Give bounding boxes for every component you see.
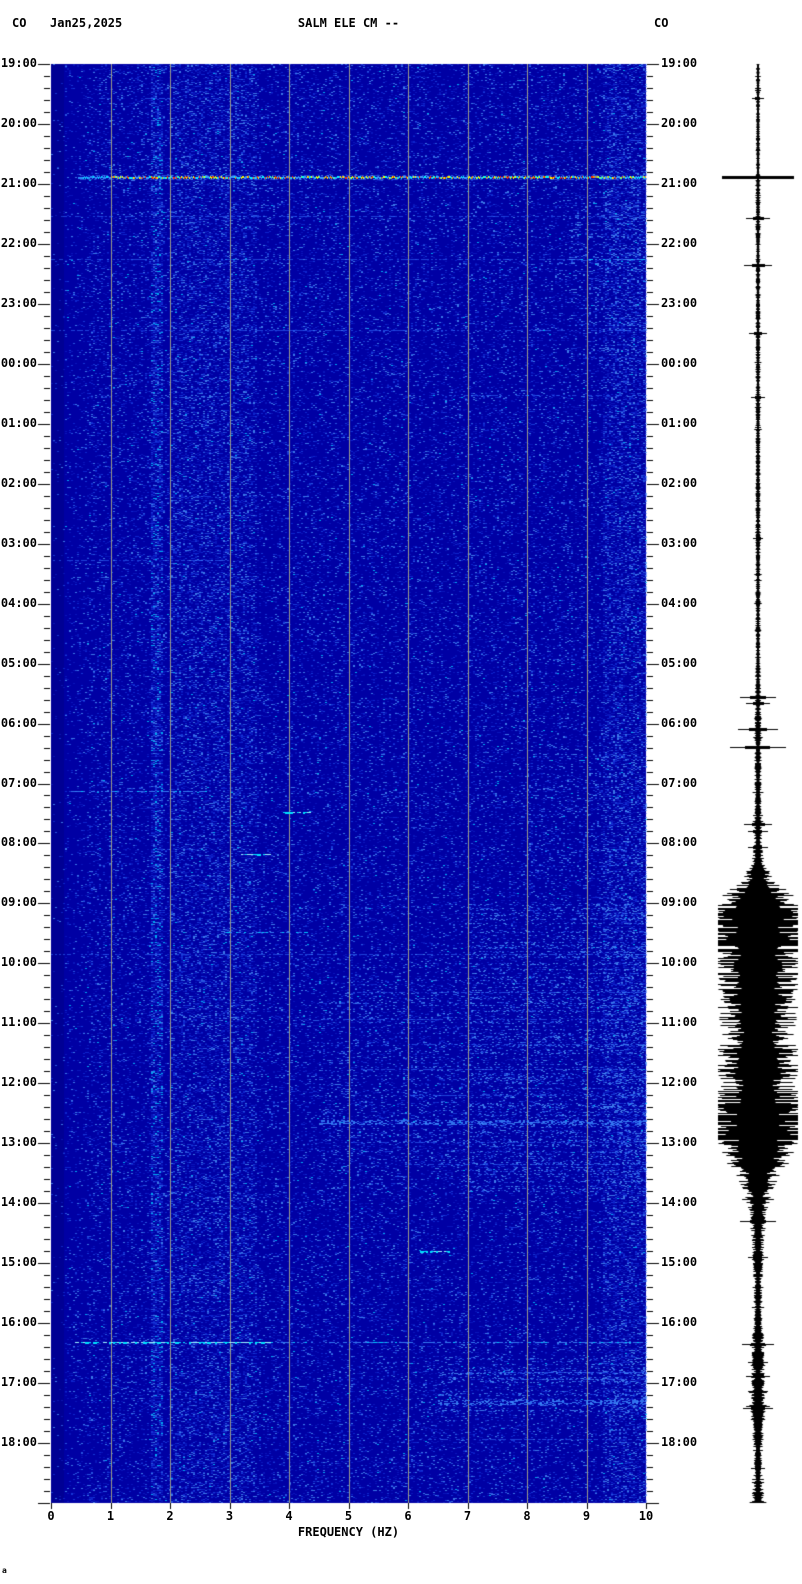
time-label-left: 04:00	[0, 595, 37, 610]
network-code-left: CO	[12, 16, 27, 30]
time-label-left: 06:00	[0, 715, 37, 730]
time-label-right: 05:00	[661, 655, 698, 670]
time-label-left: 10:00	[0, 955, 37, 970]
time-label-left: 22:00	[0, 235, 37, 250]
time-label-right: 00:00	[661, 355, 698, 370]
time-label-right: 03:00	[661, 535, 698, 550]
time-label-left: 17:00	[0, 1375, 37, 1390]
date-label: Jan25,2025	[50, 16, 123, 30]
freq-tick-label: 1	[106, 1509, 115, 1523]
time-label-left: 02:00	[0, 475, 37, 490]
time-label-right: 16:00	[661, 1315, 698, 1330]
freq-tick-label: 10	[638, 1509, 654, 1523]
time-label-right: 19:00	[661, 56, 698, 70]
time-label-right: 01:00	[661, 415, 698, 430]
x-axis-title: FREQUENCY (HZ)	[297, 1525, 400, 1539]
time-label-left: 08:00	[0, 835, 37, 850]
time-label-left: 16:00	[0, 1315, 37, 1330]
time-label-right: 07:00	[661, 775, 698, 790]
time-label-left: 23:00	[0, 295, 37, 310]
corner-artifact-glyph: a	[2, 1566, 7, 1575]
time-label-right: 10:00	[661, 955, 698, 970]
time-label-right: 21:00	[661, 175, 698, 190]
time-label-left: 13:00	[0, 1135, 37, 1150]
time-label-right: 17:00	[661, 1375, 698, 1390]
time-label-left: 01:00	[0, 415, 37, 430]
time-label-right: 09:00	[661, 895, 698, 910]
time-label-right: 08:00	[661, 835, 698, 850]
time-label-left: 09:00	[0, 895, 37, 910]
time-label-left: 00:00	[0, 355, 37, 370]
time-label-right: 23:00	[661, 295, 698, 310]
time-label-right: 12:00	[661, 1075, 698, 1090]
time-label-left: 03:00	[0, 535, 37, 550]
time-label-left: 20:00	[0, 115, 37, 130]
time-label-left: 14:00	[0, 1195, 37, 1210]
freq-tick-label: 9	[582, 1509, 591, 1523]
time-label-left: 21:00	[0, 175, 37, 190]
station-title: SALM ELE CM --	[297, 16, 400, 30]
time-label-right: 06:00	[661, 715, 698, 730]
time-label-left: 05:00	[0, 655, 37, 670]
time-label-left: 07:00	[0, 775, 37, 790]
time-label-left: 11:00	[0, 1015, 37, 1030]
time-label-right: 04:00	[661, 595, 698, 610]
freq-tick-label: 5	[344, 1509, 353, 1523]
network-code-right: CO	[654, 16, 669, 30]
time-label-right: 13:00	[661, 1135, 698, 1150]
time-label-right: 22:00	[661, 235, 698, 250]
freq-tick-label: 3	[225, 1509, 234, 1523]
time-label-left: 12:00	[0, 1075, 37, 1090]
freq-tick-label: 0	[47, 1509, 55, 1523]
time-label-right: 18:00	[661, 1435, 698, 1450]
time-label-left: 19:00	[0, 56, 37, 70]
time-label-left: 18:00	[0, 1435, 37, 1450]
freq-tick-label: 6	[404, 1509, 412, 1523]
freq-tick-label: 2	[166, 1509, 174, 1523]
freq-tick-label: 7	[463, 1509, 472, 1523]
time-label-right: 11:00	[661, 1015, 698, 1030]
freq-tick-label: 8	[523, 1509, 531, 1523]
time-label-right: 20:00	[661, 115, 698, 130]
time-label-right: 02:00	[661, 475, 698, 490]
time-label-left: 15:00	[0, 1255, 37, 1270]
time-label-right: 15:00	[661, 1255, 698, 1270]
freq-tick-label: 4	[285, 1509, 293, 1523]
time-label-right: 14:00	[661, 1195, 698, 1210]
